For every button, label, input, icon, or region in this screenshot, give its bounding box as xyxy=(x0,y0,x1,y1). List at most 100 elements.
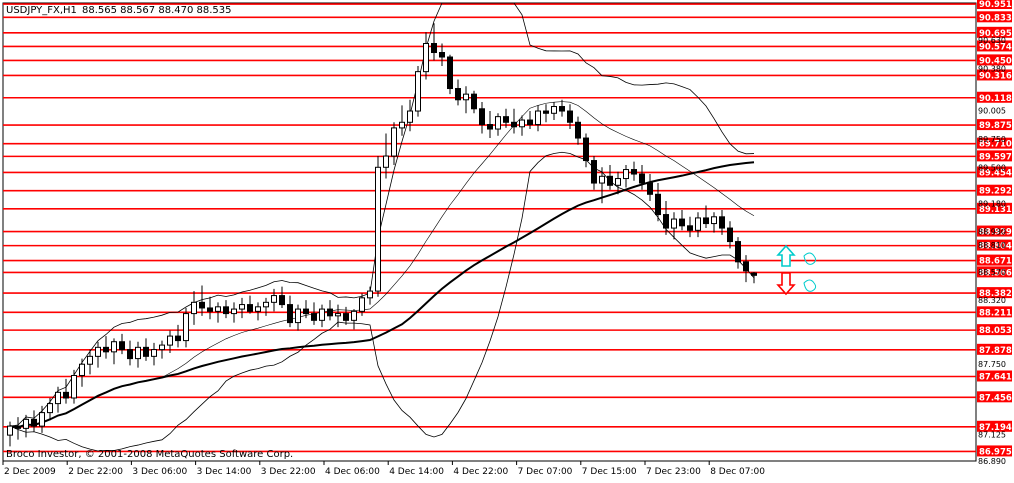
candle xyxy=(623,165,629,188)
candle xyxy=(87,349,93,375)
candle-body-down xyxy=(631,169,637,175)
candle-body-up xyxy=(23,418,29,429)
candle xyxy=(735,237,741,269)
candle xyxy=(287,295,293,328)
price-tick-label: 88.320 xyxy=(978,296,1006,305)
candle xyxy=(703,205,709,229)
buy-arrow-icon[interactable] xyxy=(776,244,796,267)
level-label-bg xyxy=(977,166,1012,178)
candle-body-up xyxy=(367,290,373,299)
level-label: 90.833 xyxy=(979,13,1012,23)
time-axis: 2 Dec 2009 2 Dec 22:00 3 Dec 06:00 3 Dec 14… xyxy=(2,461,765,477)
candle xyxy=(743,255,749,283)
candle-body-up xyxy=(599,175,605,184)
level-label-bg xyxy=(977,343,1012,355)
candle-body-down xyxy=(247,304,253,312)
candle xyxy=(335,304,341,328)
candle xyxy=(95,341,101,368)
candle xyxy=(31,410,37,432)
level-label: 89.875 xyxy=(979,121,1012,131)
hand-pointer-icon xyxy=(803,279,817,292)
candle xyxy=(711,212,717,233)
candle xyxy=(263,297,269,316)
candle xyxy=(159,340,165,359)
candle xyxy=(391,122,397,166)
sell-arrow-icon[interactable] xyxy=(776,272,796,296)
candle xyxy=(15,417,21,440)
trade-arrows[interactable] xyxy=(776,244,817,296)
candle xyxy=(543,104,549,123)
candle xyxy=(695,212,701,238)
candle-body-down xyxy=(447,56,453,90)
candle xyxy=(679,210,685,231)
candle xyxy=(231,302,237,323)
candle xyxy=(591,156,597,190)
candle-body-up xyxy=(231,308,237,315)
candle xyxy=(71,369,77,404)
candle xyxy=(559,99,565,117)
candle-body-up xyxy=(191,301,197,315)
price-tick-label: 86.890 xyxy=(978,457,1006,466)
candle xyxy=(207,296,213,320)
candle xyxy=(7,421,13,447)
level-label: 90.450 xyxy=(979,56,1012,66)
candle-body-down xyxy=(503,116,509,123)
candle xyxy=(719,210,725,235)
candle-body-up xyxy=(495,116,501,130)
candle xyxy=(143,338,149,361)
candle-body-down xyxy=(175,335,181,342)
level-label-bg xyxy=(977,137,1012,149)
candle-body-down xyxy=(343,313,349,321)
candle-body-up xyxy=(399,121,405,129)
candle-body-up xyxy=(183,313,189,342)
candle-body-up xyxy=(695,217,701,231)
candle-body-down xyxy=(455,88,461,101)
candle xyxy=(39,405,45,433)
candle xyxy=(471,90,477,114)
candle xyxy=(727,221,733,249)
candle-body-down xyxy=(655,193,661,216)
candle xyxy=(127,340,133,366)
level-label: 87.194 xyxy=(979,423,1012,433)
candle xyxy=(23,414,29,438)
hand-pointer-icon xyxy=(803,252,817,265)
candle-body-up xyxy=(359,297,365,312)
candle-body-up xyxy=(615,178,621,186)
time-label: 3 Dec 22:00 xyxy=(261,467,316,477)
candle xyxy=(79,358,85,387)
candle xyxy=(575,116,581,145)
price-tick-label: 89.180 xyxy=(978,199,1006,208)
time-label: 3 Dec 06:00 xyxy=(132,467,187,477)
candle xyxy=(359,293,365,316)
candle xyxy=(583,133,589,168)
candle xyxy=(63,378,69,404)
candle-body-down xyxy=(543,110,549,114)
candle-body-up xyxy=(319,308,325,321)
level-label: 89.710 xyxy=(979,140,1012,150)
candle-body-up xyxy=(375,166,381,292)
candle xyxy=(407,99,413,132)
candle xyxy=(175,324,181,348)
candle-body-up xyxy=(335,313,341,317)
band-upper xyxy=(9,2,755,427)
buy-arrow-shape[interactable] xyxy=(776,244,796,267)
sell-arrow-shape[interactable] xyxy=(776,272,796,296)
candle-body-down xyxy=(663,214,669,229)
level-label-bg xyxy=(977,225,1012,237)
candle xyxy=(255,302,261,321)
level-label: 90.316 xyxy=(979,71,1012,81)
level-label: 87.878 xyxy=(979,346,1012,356)
candle-body-down xyxy=(487,124,493,130)
candle-body-up xyxy=(55,391,61,405)
candle xyxy=(383,133,389,179)
candle xyxy=(319,304,325,328)
candle xyxy=(399,105,405,136)
candle-body-down xyxy=(327,308,333,317)
candle xyxy=(511,108,517,134)
candle xyxy=(351,309,357,330)
candle xyxy=(615,171,621,195)
candle-body-up xyxy=(271,295,277,303)
level-label-bg xyxy=(977,239,1012,251)
